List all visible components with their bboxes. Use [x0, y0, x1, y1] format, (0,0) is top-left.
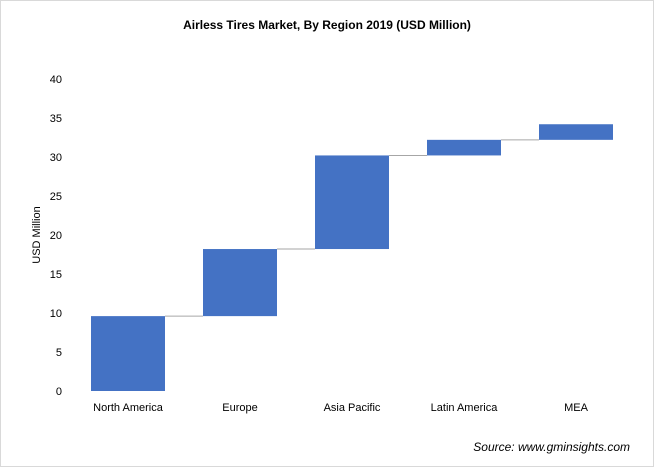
x-tick-label: Europe — [222, 402, 257, 414]
bar-north-america — [91, 316, 165, 391]
bar-latin-america — [427, 139, 501, 156]
y-tick-label: 40 — [50, 74, 62, 86]
bar-europe — [203, 249, 277, 317]
x-tick-label: MEA — [564, 402, 589, 414]
y-axis-title: USD Million — [31, 206, 43, 263]
bar-mea — [539, 124, 613, 140]
source-note: Source: www.gminsights.com — [473, 440, 630, 454]
connector-lines — [165, 139, 539, 317]
y-axis: 0 5 10 15 20 25 30 35 40 — [50, 74, 62, 398]
x-tick-label: North America — [93, 402, 164, 414]
y-tick-label: 30 — [50, 152, 62, 164]
y-tick-label: 35 — [50, 113, 62, 125]
x-tick-label: Asia Pacific — [324, 402, 381, 414]
y-tick-label: 0 — [56, 386, 62, 398]
y-tick-label: 20 — [50, 230, 62, 242]
y-tick-label: 25 — [50, 191, 62, 203]
chart-title: Airless Tires Market, By Region 2019 (US… — [183, 18, 471, 32]
bar-asia-pacific — [315, 155, 389, 250]
y-tick-label: 5 — [56, 347, 62, 359]
bars — [91, 124, 613, 391]
y-tick-label: 10 — [50, 308, 62, 320]
x-tick-label: Latin America — [431, 402, 499, 414]
x-axis: North America Europe Asia Pacific Latin Ame… — [93, 402, 588, 414]
y-tick-label: 15 — [50, 269, 62, 281]
